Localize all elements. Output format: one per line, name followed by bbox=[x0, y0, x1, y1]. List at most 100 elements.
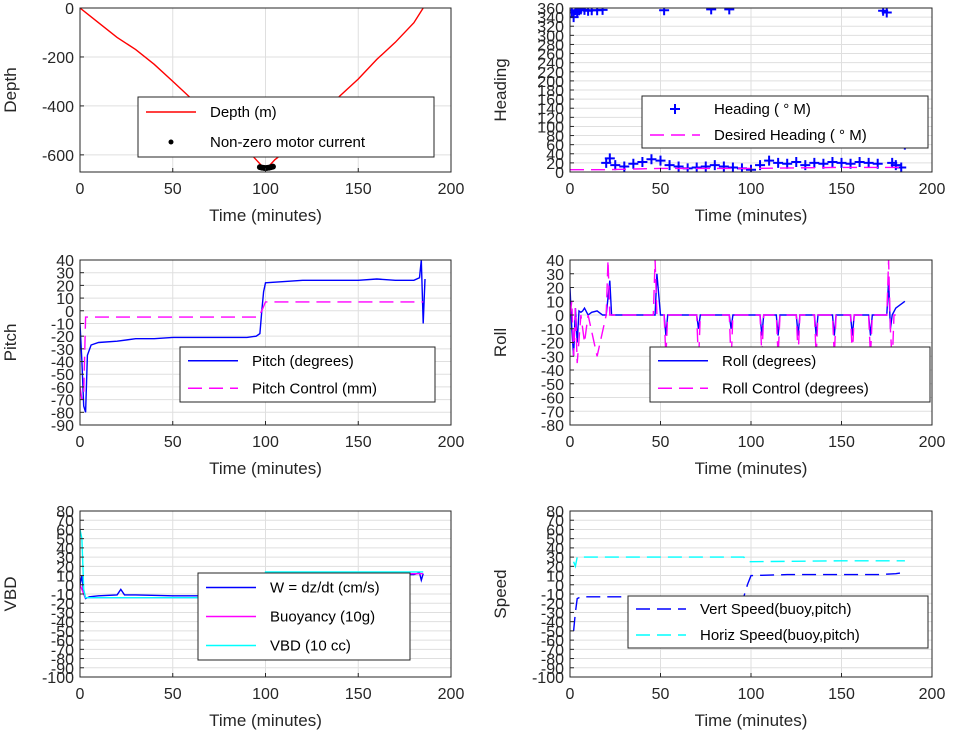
y-tick-label: 140 bbox=[537, 101, 564, 118]
y-tick-label: 40 bbox=[56, 541, 74, 558]
y-tick-label: 80 bbox=[546, 129, 564, 146]
x-tick-label: 0 bbox=[566, 434, 575, 451]
y-tick-label: -10 bbox=[541, 587, 564, 604]
y-tick-label: -10 bbox=[541, 322, 564, 339]
y-tick-label: 50 bbox=[56, 532, 74, 549]
x-tick-label: 150 bbox=[345, 434, 372, 451]
y-tick-label: 0 bbox=[555, 308, 564, 325]
chart-heading: 0 50 100 150 2000204060801001201401601802002… bbox=[491, 1, 945, 225]
x-tick-label: 150 bbox=[828, 181, 855, 198]
y-tick-label: 280 bbox=[537, 37, 564, 54]
y-tick-label: -50 bbox=[51, 624, 74, 641]
y-tick-label: -40 bbox=[541, 363, 564, 380]
y-axis-label: Pitch bbox=[1, 324, 20, 362]
legend-entry: Roll Control (degrees) bbox=[722, 380, 869, 397]
data-point bbox=[791, 156, 802, 167]
legend-entry: Heading ( ° M) bbox=[714, 101, 811, 118]
y-tick-label: 0 bbox=[65, 1, 74, 18]
series-line-pitch-0 bbox=[80, 260, 426, 413]
y-tick-label: -200 bbox=[42, 50, 74, 67]
data-point bbox=[724, 8, 735, 15]
x-axis-label: Time (minutes) bbox=[209, 459, 322, 478]
x-tick-label: 200 bbox=[919, 434, 946, 451]
chart-depth: 0 50 100 150 200 0 -200 -400 -600 Time (minutes) D… bbox=[1, 1, 464, 225]
y-tick-label: 240 bbox=[537, 56, 564, 73]
y-axis-label: Depth bbox=[1, 67, 20, 112]
y-axis-label: VBD bbox=[1, 577, 20, 612]
legend-heading: Heading ( ° M) Desired Heading ( ° M) bbox=[641, 95, 929, 149]
legend-entry: VBD (10 cc) bbox=[270, 638, 351, 655]
legend-entry: Roll (degrees) bbox=[722, 353, 816, 370]
x-tick-label: 0 bbox=[76, 686, 85, 703]
y-tick-label: 30 bbox=[56, 266, 74, 283]
y-tick-label: 20 bbox=[546, 559, 564, 576]
legend-entry: Non-zero motor current bbox=[210, 134, 366, 151]
legend-box bbox=[627, 595, 929, 649]
x-tick-label: 100 bbox=[252, 434, 279, 451]
data-point bbox=[646, 154, 657, 165]
data-point bbox=[655, 155, 666, 166]
y-tick-label: 0 bbox=[65, 578, 74, 595]
x-tick-label: 0 bbox=[566, 181, 575, 198]
y-tick-label: 10 bbox=[56, 291, 74, 308]
y-tick-label: 60 bbox=[546, 138, 564, 155]
x-axis-label: Time (minutes) bbox=[695, 459, 808, 478]
y-tick-label: 260 bbox=[537, 47, 564, 64]
y-tick-label: -20 bbox=[51, 596, 74, 613]
legend-box bbox=[137, 96, 435, 158]
y-tick-label: -10 bbox=[51, 316, 74, 333]
legend-entry: Desired Heading ( ° M) bbox=[714, 127, 867, 144]
legend-box bbox=[649, 346, 931, 403]
y-tick-label: 70 bbox=[546, 513, 564, 530]
y-tick-label: 80 bbox=[546, 504, 564, 521]
x-tick-label: 100 bbox=[738, 434, 765, 451]
y-tick-label: -40 bbox=[51, 355, 74, 372]
y-tick-label: 10 bbox=[546, 569, 564, 586]
chart-speed: 0 50 100 150 20080706050403020100-10-20-30-4… bbox=[491, 504, 945, 730]
x-tick-label: 150 bbox=[345, 181, 372, 198]
x-tick-label: 150 bbox=[828, 434, 855, 451]
legend-swatch bbox=[168, 139, 174, 145]
y-tick-label: -30 bbox=[51, 342, 74, 359]
series-line-heading-1 bbox=[570, 166, 905, 171]
data-point bbox=[597, 8, 608, 15]
series-heading-0 bbox=[570, 8, 910, 172]
y-tick-label: 80 bbox=[56, 504, 74, 521]
y-tick-label: -30 bbox=[51, 605, 74, 622]
x-axis-label: Time (minutes) bbox=[209, 206, 322, 225]
legend-depth: Depth (m) Non-zero motor current bbox=[137, 96, 435, 158]
y-tick-label: -10 bbox=[51, 587, 74, 604]
y-tick-label: -50 bbox=[51, 367, 74, 384]
series-line-roll-1 bbox=[570, 260, 896, 364]
legend-entry: Depth (m) bbox=[210, 104, 277, 121]
x-axis-label: Time (minutes) bbox=[209, 711, 322, 730]
legend-speed: Vert Speed(buoy,pitch) Horiz Speed(buoy,p… bbox=[627, 595, 929, 649]
data-point bbox=[890, 160, 901, 171]
y-tick-label: -40 bbox=[541, 615, 564, 632]
x-tick-label: 50 bbox=[164, 181, 182, 198]
legend-box bbox=[641, 95, 929, 149]
y-tick-label: -40 bbox=[51, 615, 74, 632]
y-tick-label: 40 bbox=[546, 253, 564, 270]
y-tick-label: -400 bbox=[42, 99, 74, 116]
y-tick-label: 160 bbox=[537, 92, 564, 109]
series-line-pitch-1 bbox=[80, 301, 424, 400]
data-point bbox=[628, 158, 639, 169]
y-tick-label: -20 bbox=[51, 329, 74, 346]
y-tick-label: -100 bbox=[42, 670, 74, 687]
y-tick-label: 20 bbox=[56, 278, 74, 295]
data-point bbox=[709, 160, 720, 171]
y-tick-label: 10 bbox=[56, 569, 74, 586]
y-tick-label: 220 bbox=[537, 65, 564, 82]
y-tick-label: -70 bbox=[541, 642, 564, 659]
y-tick-label: -80 bbox=[541, 652, 564, 669]
data-point bbox=[881, 8, 892, 18]
y-tick-label: -30 bbox=[541, 605, 564, 622]
y-tick-label: -80 bbox=[541, 418, 564, 435]
x-tick-label: 50 bbox=[164, 434, 182, 451]
y-tick-label: -90 bbox=[541, 661, 564, 678]
data-point bbox=[764, 155, 775, 166]
legend-entry: Pitch (degrees) bbox=[252, 353, 354, 370]
data-point bbox=[659, 8, 670, 16]
